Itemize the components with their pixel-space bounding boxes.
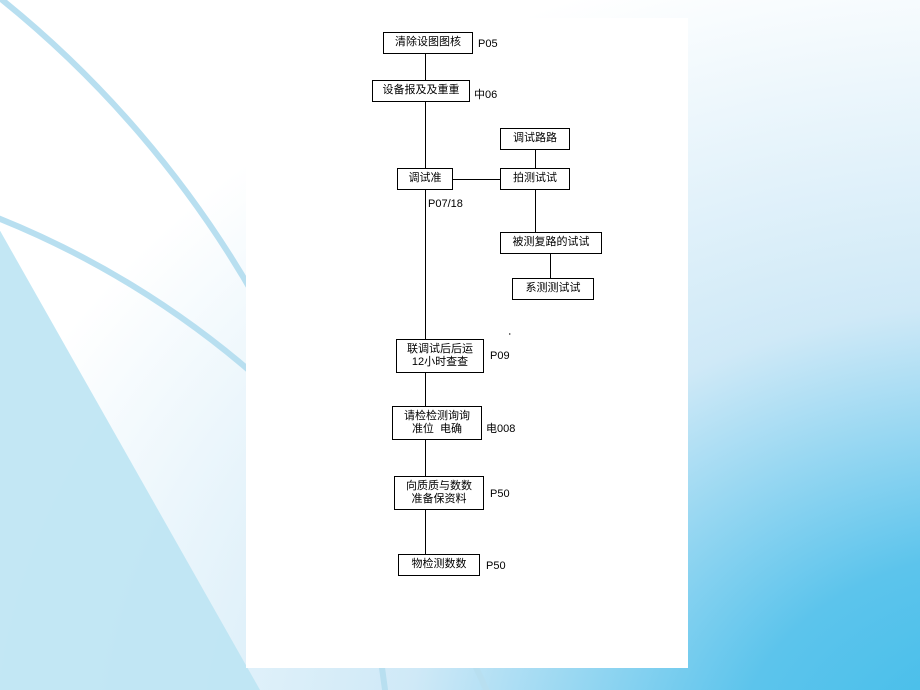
flow-node-n6: 被测复路的试试 bbox=[500, 232, 602, 254]
flow-node-n2: 设备报及及重重 bbox=[372, 80, 470, 102]
flow-node-n7: 系测测试试 bbox=[512, 278, 594, 300]
flow-node-label: 调试路路 bbox=[513, 132, 557, 145]
flow-label-l3: P07/18 bbox=[428, 198, 463, 210]
flow-node-n4: 调试路路 bbox=[500, 128, 570, 150]
flow-label-l8: ‧ bbox=[508, 328, 512, 341]
flow-edge bbox=[550, 254, 551, 278]
flow-node-label: 联调试后后运 12小时查查 bbox=[407, 343, 473, 369]
flow-node-n11: 物检测数数 bbox=[398, 554, 480, 576]
flow-node-n3: 调试准 bbox=[397, 168, 453, 190]
flow-label-l2: 中06 bbox=[474, 86, 497, 102]
flow-label-l1: P05 bbox=[478, 38, 498, 50]
flow-node-label: 系测测试试 bbox=[526, 282, 581, 295]
flow-edge bbox=[425, 510, 426, 554]
flow-edge bbox=[453, 179, 500, 180]
flow-node-label: 物检测数数 bbox=[412, 558, 467, 571]
flow-label-l7: P50 bbox=[486, 560, 506, 572]
flow-label-l4: P09 bbox=[490, 350, 510, 362]
flow-node-label: 设备报及及重重 bbox=[383, 84, 460, 97]
flow-edge bbox=[425, 190, 426, 339]
flow-node-label: 清除设图图核 bbox=[395, 36, 461, 49]
flow-node-n10: 向质质与数数 准备保资料 bbox=[394, 476, 484, 510]
flow-edge bbox=[535, 150, 536, 168]
flow-label-l6: P50 bbox=[490, 488, 510, 500]
flow-label-l5: 电008 bbox=[486, 420, 515, 436]
flow-node-label: 拍测试试 bbox=[513, 172, 557, 185]
flow-node-label: 请检检测询询 准位 电确 bbox=[404, 410, 470, 436]
flow-edge bbox=[425, 102, 426, 168]
flow-node-n5: 拍测试试 bbox=[500, 168, 570, 190]
flow-node-n1: 清除设图图核 bbox=[383, 32, 473, 54]
flow-node-n9: 请检检测询询 准位 电确 bbox=[392, 406, 482, 440]
flow-edge bbox=[425, 54, 426, 80]
flow-node-n8: 联调试后后运 12小时查查 bbox=[396, 339, 484, 373]
flow-edge bbox=[425, 373, 426, 406]
flow-edge bbox=[425, 440, 426, 476]
flow-edge bbox=[535, 190, 536, 232]
flow-node-label: 调试准 bbox=[409, 172, 442, 185]
flow-node-label: 被测复路的试试 bbox=[513, 236, 590, 249]
flow-node-label: 向质质与数数 准备保资料 bbox=[406, 480, 472, 506]
